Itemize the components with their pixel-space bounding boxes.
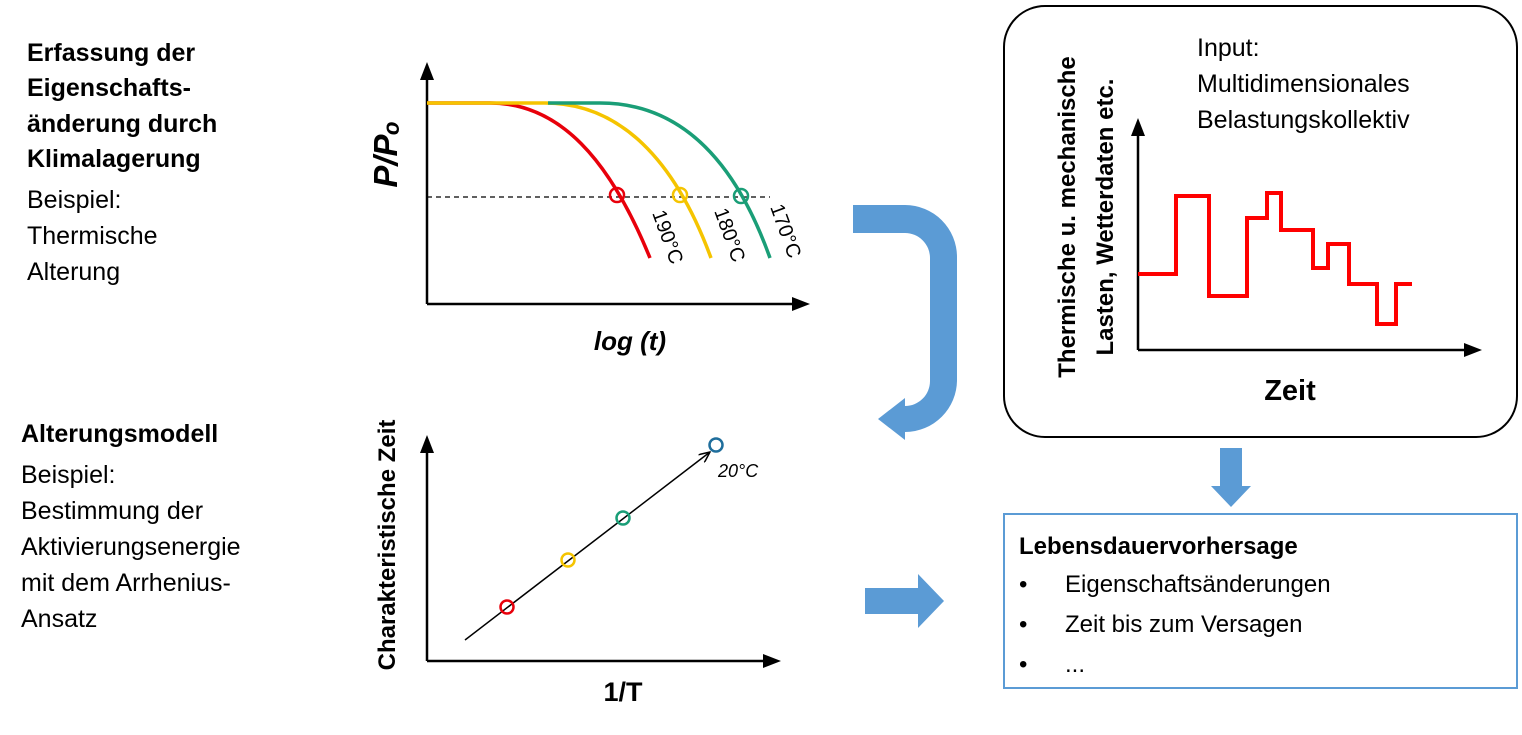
series-190-curve <box>427 101 652 259</box>
section2-body-line: Beispiel: <box>21 461 116 489</box>
chart2-y-label: Charakteristische Zeit <box>374 420 401 671</box>
section2-body-line: Ansatz <box>21 605 98 633</box>
series-170-label: 170°C <box>765 201 805 261</box>
chart2-x-arrowhead <box>763 654 781 668</box>
lifetime-item-label: Eigenschaftsänderungen <box>1065 571 1331 598</box>
section1-heading-line: änderung durch <box>27 110 218 138</box>
section2-body-line: Bestimmung der <box>21 497 204 525</box>
chart1-x-arrowhead <box>792 297 810 311</box>
series-170-marker <box>732 187 750 205</box>
chart3-y-arrowhead <box>1131 118 1145 136</box>
curved-flow-arrow <box>853 205 957 440</box>
series-190-marker <box>608 186 626 204</box>
section2-body-line: mit dem Arrhenius- <box>21 569 231 597</box>
lifetime-prediction-box: Lebensdauervorhersage • Eigenschaftsänder… <box>1003 513 1518 689</box>
section1-heading-line: Eigenschafts- <box>27 74 191 102</box>
lifetime-item-label: ... <box>1065 651 1086 678</box>
load-spectrum-box <box>1003 5 1518 438</box>
input-line: Multidimensionales <box>1197 70 1410 98</box>
arrhenius-fit-line <box>464 452 710 641</box>
load-spectrum-chart: Thermische u. mechanische Lasten, Wetter… <box>1054 56 1482 407</box>
load-signal <box>1138 191 1412 326</box>
chart3-x-label: Zeit <box>1264 375 1316 407</box>
arrhenius-point-20c <box>708 437 724 453</box>
series-190-label: 190°C <box>647 207 687 267</box>
chart3-y-label-line2: Lasten, Wetterdaten etc. <box>1092 79 1119 356</box>
section1-body-line: Alterung <box>27 258 121 286</box>
series-180-marker <box>671 186 689 204</box>
lifetime-item: • Zeit bis zum Versagen <box>1019 609 1302 641</box>
input-line: Belastungskollektiv <box>1197 106 1410 134</box>
chart3-y-label-line1: Thermische u. mechanische <box>1054 56 1081 377</box>
lifetime-title: Lebensdauervorhersage <box>1019 533 1298 560</box>
arrhenius-point-green <box>615 510 631 526</box>
input-line: Input: <box>1197 34 1260 62</box>
arrhenius-point-yellow <box>560 552 576 568</box>
section1-heading-line: Erfassung der <box>27 39 196 67</box>
aging-curves-chart: 190°C 180°C 170°C P/Pₒ log (t) <box>367 62 810 356</box>
bullet: • <box>1019 651 1028 678</box>
series-170-curve <box>548 101 772 259</box>
section1-body-line: Beispiel: <box>27 186 122 214</box>
lifetime-item-label: Zeit bis zum Versagen <box>1065 611 1303 638</box>
chart2-x-label: 1/T <box>603 677 643 707</box>
lifetime-item: • Eigenschaftsänderungen <box>1019 569 1331 601</box>
chart1-y-arrowhead <box>420 62 434 80</box>
chart1-y-label: P/Pₒ <box>367 120 404 187</box>
lifetime-item: •... <box>1019 649 1085 681</box>
series-180-label: 180°C <box>709 205 749 265</box>
bullet: • <box>1019 611 1028 638</box>
section2-body-line: Aktivierungsenergie <box>21 533 241 561</box>
section2-heading: Alterungsmodell <box>21 420 219 448</box>
chart1-x-label: log (t) <box>594 326 666 356</box>
arrhenius-chart: 20°C Charakteristische Zeit 1/T <box>374 420 781 707</box>
chart3-x-arrowhead <box>1464 343 1482 357</box>
right-flow-arrow <box>865 574 944 628</box>
chart2-y-arrowhead <box>420 435 434 453</box>
point-20c-label: 20°C <box>717 461 759 481</box>
section1-heading-line: Klimalagerung <box>27 145 201 173</box>
bullet: • <box>1019 571 1028 598</box>
arrhenius-point-red <box>499 599 515 615</box>
section1-body-line: Thermische <box>27 222 158 250</box>
down-flow-arrow <box>1211 448 1251 507</box>
